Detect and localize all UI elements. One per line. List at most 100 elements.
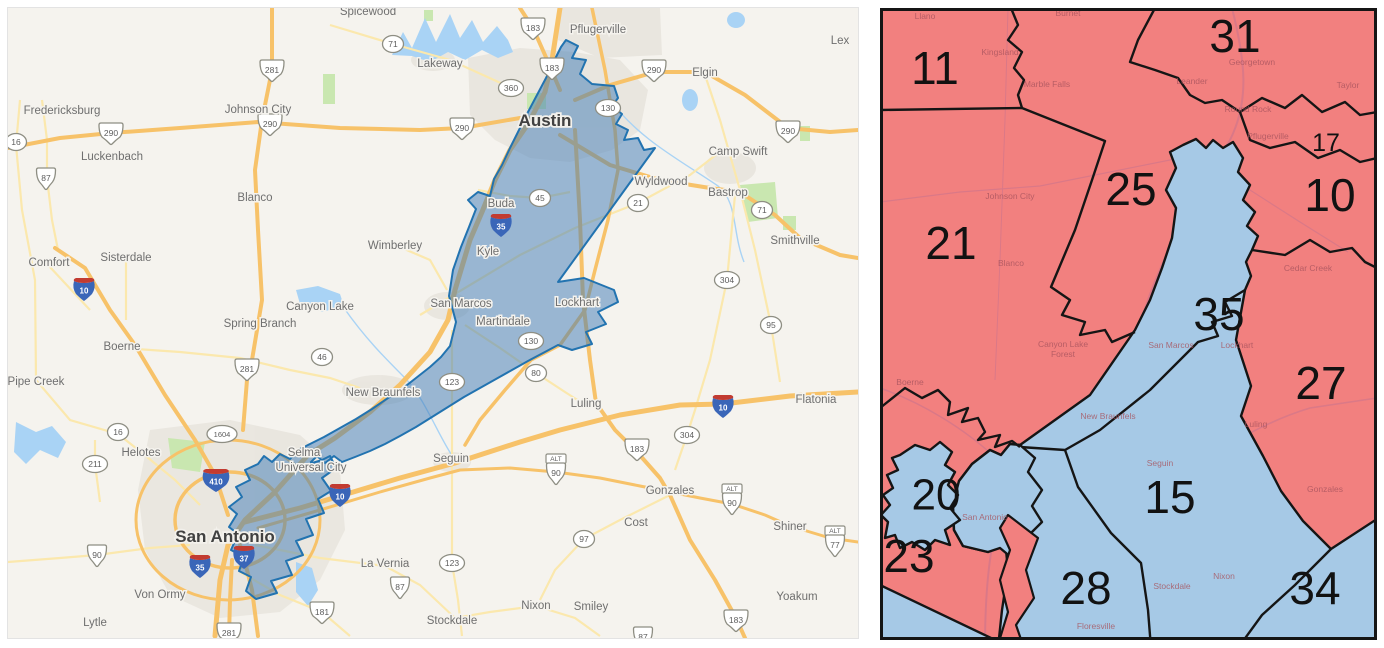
faint-place-label: Kingsland xyxy=(981,47,1019,57)
shield-number: 290 xyxy=(781,126,795,136)
alt-route-shield-icon: ALT 90 xyxy=(545,453,567,486)
shield-number: 304 xyxy=(680,430,694,440)
town-label: Wyldwood xyxy=(635,176,688,188)
district-results-panel[interactable]: Llano Burnet Kingsland Marble Falls Georgeto… xyxy=(880,8,1377,640)
map-frame-border xyxy=(880,8,1377,640)
alt-plate-label: ALT xyxy=(829,528,840,535)
town-label: Boerne xyxy=(103,341,140,353)
state-highway-shield-icon: 71 xyxy=(381,34,405,54)
interstate-shield-icon: 10 xyxy=(712,395,734,418)
faint-place-label: Blanco xyxy=(998,258,1024,268)
us-route-shield-icon: 183 xyxy=(723,609,749,633)
us-route-shield-icon: 290 xyxy=(449,117,475,141)
town-label: Seguin xyxy=(433,453,469,465)
faint-place-label: Seguin xyxy=(1147,458,1174,468)
shield-number: 183 xyxy=(630,444,644,454)
us-route-shield-icon: 183 xyxy=(520,17,546,41)
shield-number: 281 xyxy=(240,364,254,374)
us-route-shield-icon: 183 xyxy=(539,57,565,81)
road-map-canvas[interactable]: 71 360 16 16 46 1604 211 123 123 130 130 80 21 45 304 3… xyxy=(8,8,858,638)
shield-number: 360 xyxy=(504,83,518,93)
state-highway-shield-icon: 304 xyxy=(673,425,701,445)
town-label: Lakeway xyxy=(417,58,463,70)
shield-number: 21 xyxy=(633,198,643,208)
state-highway-shield-icon: 304 xyxy=(713,270,741,290)
interstate-shield-icon: 410 xyxy=(202,469,230,492)
faint-place-label: San Marcos xyxy=(1148,340,1193,350)
state-highway-shield-icon: 95 xyxy=(759,315,783,335)
state-highway-shield-icon: 71 xyxy=(750,200,774,220)
shield-number: 281 xyxy=(265,65,279,75)
shield-number: 290 xyxy=(647,65,661,75)
shield-number: 97 xyxy=(579,534,589,544)
us-route-shield-icon: 87 xyxy=(35,167,57,191)
faint-place-label: Luling xyxy=(1245,419,1268,429)
road-map-panel[interactable]: 71 360 16 16 46 1604 211 123 123 130 130 80 21 45 304 3… xyxy=(7,7,859,639)
district-results-canvas[interactable]: Llano Burnet Kingsland Marble Falls Georgeto… xyxy=(880,8,1377,640)
interstate-shield-icon: 35 xyxy=(490,214,512,237)
district-20-shape[interactable] xyxy=(880,440,962,552)
shield-number: 37 xyxy=(240,555,249,564)
alt-plate-label: ALT xyxy=(726,486,737,493)
faint-place-label: Cedar Creek xyxy=(1284,263,1333,273)
shield-number: 123 xyxy=(445,558,459,568)
shield-number: 304 xyxy=(720,275,734,285)
district-28-west-wedge[interactable] xyxy=(880,583,1012,640)
interstate-shield-icon: 10 xyxy=(73,278,95,301)
town-label: Helotes xyxy=(122,447,161,459)
shield-number: 45 xyxy=(535,193,545,203)
district-35-shape[interactable] xyxy=(228,39,656,600)
town-label: Selma xyxy=(288,447,321,459)
town-label: Universal City xyxy=(276,462,347,474)
district-numbers-layer: 11 31 25 17 10 21 35 27 20 23 15 28 34 xyxy=(883,10,1355,614)
interstate-shield-icon: 35 xyxy=(189,555,211,578)
town-label: Camp Swift xyxy=(709,146,769,158)
us-route-shield-icon: 281 xyxy=(259,59,285,83)
shield-number: 410 xyxy=(209,478,223,487)
shield-number: 290 xyxy=(455,123,469,133)
state-highway-shield-icon: 123 xyxy=(438,372,466,392)
shield-number: 181 xyxy=(315,607,329,617)
town-label: Gonzales xyxy=(646,485,695,497)
shield-number: 1604 xyxy=(214,430,231,439)
shield-number: 35 xyxy=(497,223,506,232)
faint-place-label: Floresville xyxy=(1077,621,1116,631)
faint-place-label: Boerne xyxy=(896,377,924,387)
town-label: Sisterdale xyxy=(100,252,151,264)
interstate-shield-icon: 37 xyxy=(233,546,255,569)
town-label: Lex xyxy=(831,35,850,47)
faint-place-label: Lockhart xyxy=(1221,340,1254,350)
town-label: San Marcos xyxy=(430,298,492,310)
state-highway-shield-icon: 45 xyxy=(528,188,552,208)
town-label: Blanco xyxy=(237,192,272,204)
faint-place-label: Gonzales xyxy=(1307,484,1343,494)
district-number-20: 20 xyxy=(912,470,961,519)
major-city-label: Austin xyxy=(519,111,572,130)
faint-place-label: Nixon xyxy=(1213,571,1235,581)
town-label: La Vernia xyxy=(361,558,410,570)
us-route-shield-icon: 183 xyxy=(624,438,650,462)
red-finger-region[interactable] xyxy=(997,513,1040,640)
alt-route-shield-icon: ALT 77 xyxy=(824,525,846,558)
red-district-borders xyxy=(880,8,1377,449)
us-route-shield-icon: 290 xyxy=(257,113,283,137)
town-label: New Braunfels xyxy=(346,387,421,399)
district-number-27: 27 xyxy=(1295,357,1346,409)
us-route-shield-icon: 181 xyxy=(309,601,335,625)
town-label: Lytle xyxy=(83,617,107,629)
town-label: Fredericksburg xyxy=(24,105,101,117)
faint-place-label: Leander xyxy=(1176,76,1207,86)
district-number-28: 28 xyxy=(1060,562,1111,614)
town-label: Cost xyxy=(624,517,648,529)
shield-number: 77 xyxy=(830,540,840,550)
shield-number: 90 xyxy=(92,550,102,560)
us-route-shield-icon: 281 xyxy=(216,622,242,638)
shield-number: 10 xyxy=(719,404,728,413)
us-route-shield-icon: 281 xyxy=(234,358,260,382)
faint-place-label: Burnet xyxy=(1055,8,1081,18)
faint-place-label: Johnson City xyxy=(985,191,1035,201)
state-highway-shield-icon: 123 xyxy=(438,553,466,573)
state-highway-shield-icon: 16 xyxy=(106,422,130,442)
faint-place-label: Round Rock xyxy=(1225,104,1273,114)
town-label: Kyle xyxy=(477,246,499,258)
